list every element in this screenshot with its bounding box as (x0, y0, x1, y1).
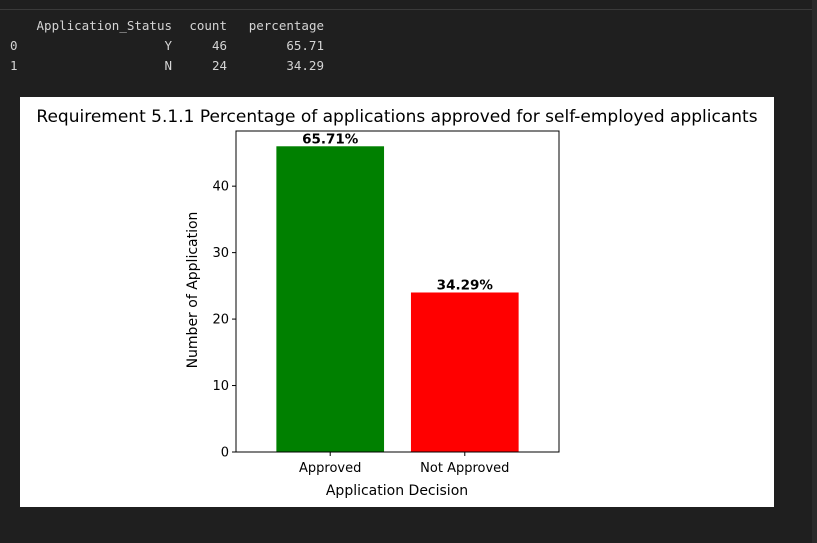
x-tick-label: Not Approved (420, 461, 509, 476)
y-axis-label: Number of Application (185, 212, 201, 369)
data-label: 65.71% (302, 131, 359, 147)
cell-count: 46 (211, 38, 227, 53)
y-tick-label: 30 (212, 246, 229, 261)
bar-chart: Requirement 5.1.1 Percentage of applicat… (36, 107, 757, 499)
row-index: 0 (10, 38, 18, 53)
y-tick-label: 0 (221, 446, 229, 461)
cell-percentage: 34.29 (286, 58, 324, 73)
column-header-count: count (189, 18, 227, 33)
row-index: 1 (10, 58, 18, 73)
cell-application-status: Y (164, 38, 172, 53)
scrollbar-track[interactable] (812, 0, 817, 543)
cell-percentage: 65.71 (286, 38, 324, 53)
x-axis-label: Application Decision (326, 483, 468, 499)
bar-not-approved (410, 292, 519, 452)
y-tick-label: 20 (212, 313, 229, 328)
cell-count: 24 (211, 58, 227, 73)
chart-figure: Requirement 5.1.1 Percentage of applicat… (20, 97, 774, 507)
plot-frame (235, 130, 560, 453)
column-header-application-status: Application_Status (36, 18, 172, 33)
chart-title: Requirement 5.1.1 Percentage of applicat… (36, 107, 757, 127)
y-tick-label: 10 (212, 379, 229, 394)
cell-application-status: N (164, 58, 172, 73)
bar-approved (276, 146, 385, 452)
top-cell-border (0, 0, 817, 10)
column-header-percentage: percentage (248, 18, 324, 33)
x-tick-label: Approved (299, 461, 361, 476)
data-label: 34.29% (437, 277, 494, 293)
y-tick-label: 40 (212, 180, 229, 195)
